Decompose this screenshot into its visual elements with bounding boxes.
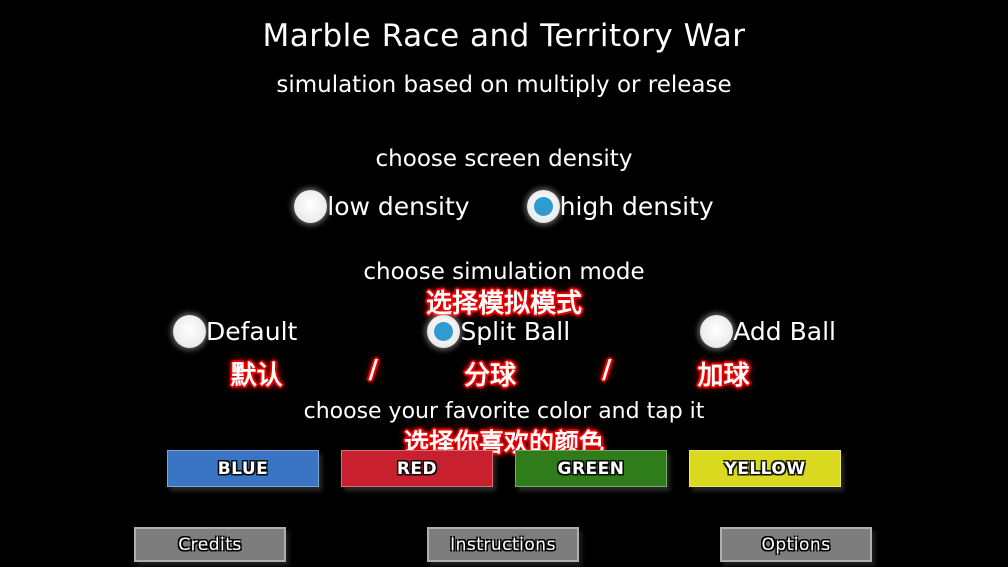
radio-high-density[interactable]: high density (526, 190, 714, 223)
mode-options-row: Default Split Ball Add Ball (173, 315, 836, 348)
radio-high-density-label: high density (559, 192, 714, 221)
mode-labels-chinese: 默认 / 分球 / 加球 (0, 355, 994, 392)
radio-mode-default[interactable]: Default (173, 315, 297, 348)
page-subtitle: simulation based on multiply or release (276, 72, 732, 98)
radio-button-icon (294, 190, 328, 223)
radio-button-icon (700, 315, 734, 348)
color-buttons-row: BLUE RED GREEN YELLOW (0, 450, 1008, 487)
instructions-button[interactable]: Instructions (427, 527, 579, 562)
mode-default-chinese: 默认 (230, 361, 283, 391)
color-button-green[interactable]: GREEN (515, 450, 667, 487)
radio-low-density-label: low density (327, 192, 470, 221)
credits-button[interactable]: Credits (134, 527, 286, 562)
radio-mode-default-label: Default (206, 317, 298, 346)
mode-heading-chinese: 选择模拟模式 (425, 289, 582, 319)
radio-mode-split-ball[interactable]: Split Ball (427, 315, 570, 348)
density-heading: choose screen density (375, 146, 633, 172)
radio-mode-add-ball[interactable]: Add Ball (700, 315, 836, 348)
page-title: Marble Race and Territory War (262, 18, 746, 54)
mode-heading: choose simulation mode (363, 259, 645, 285)
radio-low-density[interactable]: low density (294, 190, 470, 223)
color-button-blue[interactable]: BLUE (167, 450, 319, 487)
density-options-row: low density high density (0, 190, 1008, 223)
color-button-red[interactable]: RED (341, 450, 493, 487)
radio-mode-split-ball-label: Split Ball (460, 317, 571, 346)
color-heading: choose your favorite color and tap it (303, 399, 705, 424)
radio-button-icon (526, 190, 560, 223)
separator-slash: / (368, 355, 378, 385)
options-button[interactable]: Options (720, 527, 872, 562)
radio-button-icon (427, 315, 461, 348)
radio-button-icon (173, 315, 206, 348)
mode-add-ball-chinese: 加球 (697, 361, 750, 391)
mode-split-ball-chinese: 分球 (463, 361, 516, 391)
color-button-yellow[interactable]: YELLOW (689, 450, 841, 487)
footer-buttons-row: Credits Instructions Options (134, 527, 872, 562)
separator-slash: / (602, 355, 612, 385)
radio-mode-add-ball-label: Add Ball (733, 317, 836, 346)
